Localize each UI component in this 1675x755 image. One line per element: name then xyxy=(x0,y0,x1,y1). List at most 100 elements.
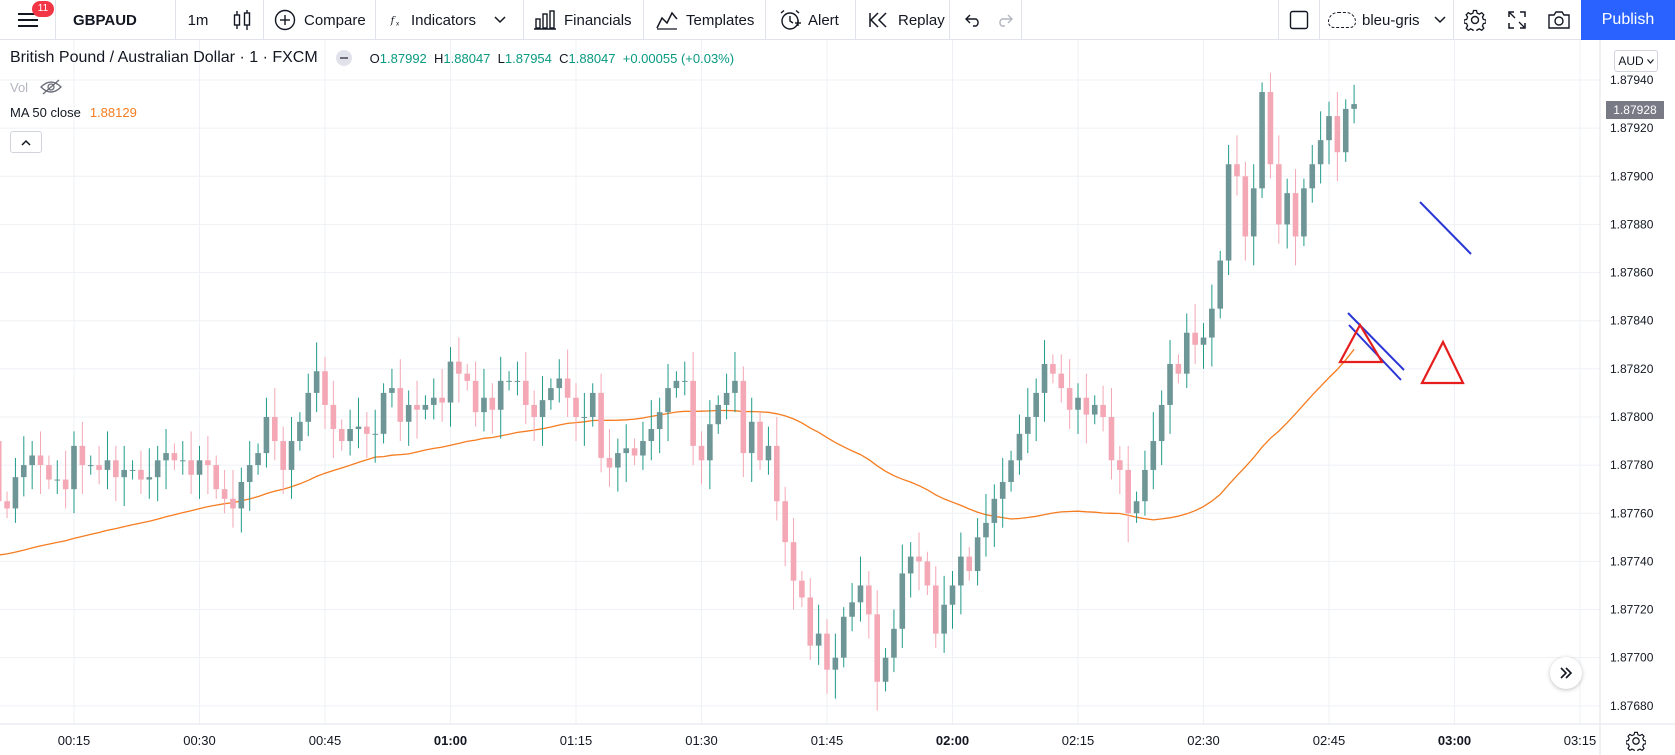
candle-body xyxy=(146,477,153,480)
indicators-dropdown[interactable] xyxy=(476,0,524,40)
candle xyxy=(924,551,931,596)
minus-circle-icon[interactable] xyxy=(335,50,352,66)
interval-button[interactable]: 1m xyxy=(176,0,220,40)
price-tick-label: 1.87820 xyxy=(1610,362,1654,376)
candle xyxy=(179,441,186,475)
candle xyxy=(1234,135,1240,196)
ma-study-legend[interactable]: MA 50 close 1.88129 xyxy=(10,105,137,120)
chart-settings-button[interactable] xyxy=(1625,731,1647,755)
layout-select-button[interactable] xyxy=(1278,0,1320,40)
candle-body xyxy=(615,453,621,468)
candle-body xyxy=(715,404,722,425)
gear-icon xyxy=(1625,731,1647,753)
candle-body xyxy=(154,460,161,478)
candle-body xyxy=(824,633,830,670)
candle xyxy=(648,400,655,461)
volume-label: Vol xyxy=(10,79,29,95)
candle-body xyxy=(54,479,61,481)
candle xyxy=(1259,82,1265,198)
candle-body xyxy=(573,397,579,417)
candle-body xyxy=(857,585,864,603)
chevron-down-icon xyxy=(1646,58,1654,64)
candle-body xyxy=(1025,416,1031,434)
candle xyxy=(740,366,747,478)
candle xyxy=(355,397,362,449)
candle-body xyxy=(1326,116,1332,141)
financials-icon xyxy=(534,10,556,30)
candle xyxy=(564,349,571,417)
main-menu-button[interactable]: 11 xyxy=(0,0,56,40)
time-tick-label: 01:15 xyxy=(560,733,593,748)
candle xyxy=(380,383,387,444)
candle-body xyxy=(556,378,563,389)
fullscreen-button[interactable] xyxy=(1496,0,1538,40)
candle-body xyxy=(581,416,588,418)
chevron-down-icon xyxy=(493,16,506,24)
candle-body xyxy=(0,441,2,502)
candle xyxy=(1075,383,1081,434)
replay-button[interactable]: Replay xyxy=(856,0,950,40)
settings-button[interactable] xyxy=(1454,0,1496,40)
candle xyxy=(255,443,261,475)
alert-button[interactable]: Alert xyxy=(766,0,856,40)
ma-value: 1.88129 xyxy=(89,105,137,120)
candle xyxy=(54,460,61,495)
candle xyxy=(113,445,119,502)
candle-body xyxy=(907,556,914,574)
candle xyxy=(958,532,964,615)
candle xyxy=(765,426,772,475)
candle-body xyxy=(1259,92,1265,189)
candle-body xyxy=(113,460,119,478)
price-tick-label: 1.87860 xyxy=(1610,266,1654,280)
candle xyxy=(1158,390,1165,466)
legend-title[interactable]: British Pound / Australian Dollar · 1 · … xyxy=(10,49,318,66)
time-tick-label: 00:45 xyxy=(309,733,342,748)
candle-body xyxy=(790,542,797,581)
price-chart[interactable]: 1.87940 1.87920 1.87900 1.87880 1.87860 1.878… xyxy=(0,40,1675,755)
price-tick-label: 1.87740 xyxy=(1610,554,1654,568)
candle xyxy=(983,494,989,557)
candle xyxy=(405,390,412,446)
chart-type-button[interactable] xyxy=(220,0,264,40)
price-tick-label: 1.87840 xyxy=(1610,314,1654,328)
chart-grid xyxy=(0,40,1600,724)
redo-button[interactable] xyxy=(988,0,1022,40)
templates-icon xyxy=(656,11,678,30)
layout-name-button[interactable]: bleu-gris xyxy=(1320,0,1454,40)
time-tick-label: 00:15 xyxy=(58,733,91,748)
candle-body xyxy=(288,441,295,470)
time-tick-label: 01:45 xyxy=(811,733,844,748)
candle xyxy=(1117,445,1123,495)
candle-body xyxy=(1008,460,1014,482)
snapshot-button[interactable] xyxy=(1538,0,1580,40)
candle xyxy=(606,429,613,487)
publish-button[interactable]: Publish xyxy=(1581,0,1675,40)
candle xyxy=(949,571,956,629)
financials-button[interactable]: Financials xyxy=(524,0,644,40)
candle-body xyxy=(840,616,847,658)
candle xyxy=(1309,144,1316,203)
currency-button[interactable]: AUD xyxy=(1614,50,1658,72)
symbol-search-button[interactable]: GBPAUD xyxy=(56,0,176,40)
candle xyxy=(1250,164,1257,266)
candle xyxy=(723,373,730,420)
templates-button[interactable]: Templates xyxy=(644,0,766,40)
volume-study-legend[interactable]: Vol xyxy=(10,79,62,95)
candle-body xyxy=(138,469,144,480)
time-tick-label: 02:00 xyxy=(936,733,969,748)
time-tick-label: 01:30 xyxy=(685,733,718,748)
candle-body xyxy=(991,498,998,523)
candle xyxy=(782,486,788,567)
symbol-label: GBPAUD xyxy=(73,11,137,29)
scroll-to-realtime-button[interactable] xyxy=(1550,657,1582,689)
candle-body xyxy=(999,481,1006,499)
candle-body xyxy=(958,556,964,586)
collapse-legend-button[interactable] xyxy=(10,131,42,153)
compare-button[interactable]: Compare xyxy=(264,0,376,40)
undo-button[interactable] xyxy=(958,0,988,40)
eye-off-icon[interactable] xyxy=(40,79,62,95)
candle-body xyxy=(439,397,445,403)
candle xyxy=(539,376,546,446)
candle-body xyxy=(37,455,44,466)
